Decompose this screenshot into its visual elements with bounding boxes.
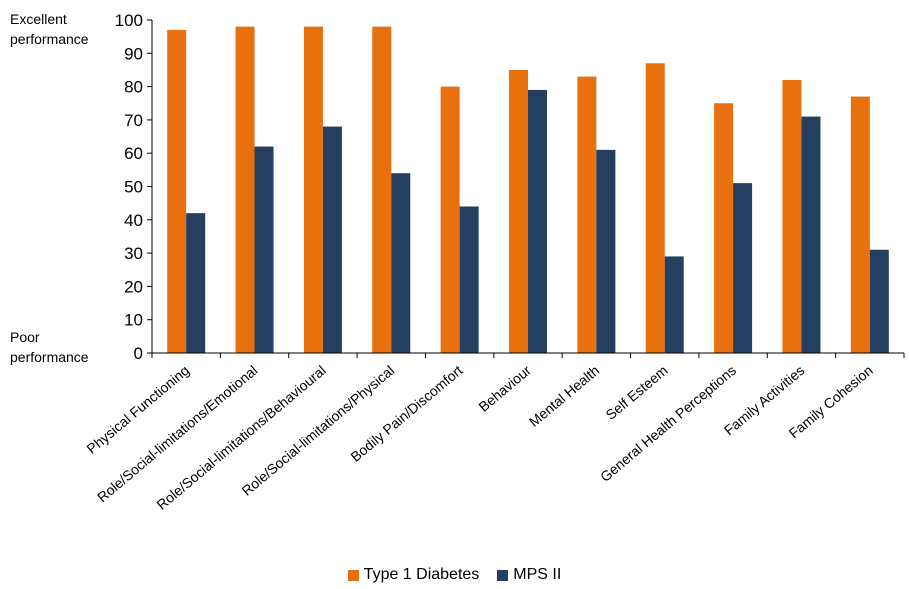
legend-item-mps-ii: MPS II xyxy=(497,566,561,584)
legend-item-type-1-diabetes: Type 1 Diabetes xyxy=(347,566,480,584)
y-tick-label: 70 xyxy=(124,111,143,130)
legend-label-mps-ii: MPS II xyxy=(513,566,562,583)
bar-mps-ii-bodily-pain-discomfort xyxy=(459,206,479,353)
bar-mps-ii-role-social-limitations-behavioural xyxy=(322,126,342,353)
bar-type-1-diabetes-general-health-perceptions xyxy=(714,103,734,353)
y-tick-label: 50 xyxy=(124,178,143,197)
bar-type-1-diabetes-role-social-limitations-physical xyxy=(372,26,392,353)
x-tick-label-general-health-perceptions: General Health Perceptions xyxy=(597,362,739,485)
x-tick-label-behaviour: Behaviour xyxy=(475,362,534,415)
y-tick-label: 40 xyxy=(124,211,143,230)
y-tick-label: 10 xyxy=(124,311,143,330)
x-tick-label-self-esteem: Self Esteem xyxy=(603,362,671,423)
x-tick-label-bodily-pain-discomfort: Bodily Pain/Discomfort xyxy=(347,362,465,465)
bar-mps-ii-mental-health xyxy=(596,149,616,353)
bar-mps-ii-behaviour xyxy=(528,89,547,354)
bar-type-1-diabetes-family-activities xyxy=(782,79,802,353)
y-tick-label: 30 xyxy=(124,244,143,263)
bar-mps-ii-role-social-limitations-emotional xyxy=(254,146,274,353)
legend: Type 1 Diabetes MPS II xyxy=(0,566,909,584)
bar-mps-ii-physical-functioning xyxy=(186,213,206,353)
legend-label-type-1-diabetes: Type 1 Diabetes xyxy=(363,566,480,583)
x-tick-label-mental-health: Mental Health xyxy=(526,362,602,430)
bar-type-1-diabetes-role-social-limitations-emotional xyxy=(235,26,255,353)
y-axis-ticks: 0 10 20 30 40 50 60 70 80 90 100 xyxy=(115,11,152,363)
y-tick-label: 100 xyxy=(115,11,143,30)
bar-mps-ii-family-cohesion xyxy=(869,249,889,353)
x-axis-labels: Physical FunctioningRole/Social-limitati… xyxy=(83,362,875,513)
bar-mps-ii-role-social-limitations-physical xyxy=(391,173,411,353)
y-tick-label: 90 xyxy=(124,44,143,63)
bar-type-1-diabetes-physical-functioning xyxy=(167,29,187,354)
y-tick-label: 60 xyxy=(124,144,143,163)
y-tick-label: 0 xyxy=(134,344,143,363)
bars xyxy=(167,26,889,354)
bar-mps-ii-family-activities xyxy=(801,116,821,353)
y-tick-label: 80 xyxy=(124,78,143,97)
axes xyxy=(151,20,905,358)
bar-chart: 0 10 20 30 40 50 60 70 80 90 100 Physical Function… xyxy=(83,11,905,513)
legend-swatch-type-1-diabetes xyxy=(347,569,359,581)
bar-type-1-diabetes-behaviour xyxy=(509,69,528,353)
bar-mps-ii-self-esteem xyxy=(664,256,684,353)
bar-type-1-diabetes-mental-health xyxy=(577,76,597,354)
poor-performance-label: Poor performance xyxy=(10,329,89,365)
legend-swatch-mps-ii xyxy=(497,569,509,581)
excellent-performance-label: Excellent performance xyxy=(10,11,89,47)
bar-type-1-diabetes-family-cohesion xyxy=(850,96,870,353)
bar-mps-ii-general-health-perceptions xyxy=(733,183,753,353)
bar-type-1-diabetes-bodily-pain-discomfort xyxy=(440,86,460,353)
y-tick-label: 20 xyxy=(124,277,143,296)
bar-type-1-diabetes-self-esteem xyxy=(645,63,665,353)
bar-type-1-diabetes-role-social-limitations-behavioural xyxy=(303,26,323,353)
